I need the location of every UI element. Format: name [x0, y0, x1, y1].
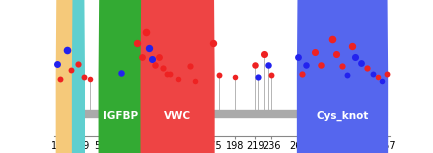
- Point: [163, 72, 170, 75]
- Point: [80, 76, 87, 78]
- Point: [268, 74, 275, 77]
- Point: [232, 76, 239, 78]
- Point: [159, 67, 166, 69]
- Point: [343, 74, 350, 77]
- Point: [87, 78, 94, 80]
- Point: [378, 80, 385, 82]
- Point: [152, 63, 158, 66]
- Point: [134, 42, 141, 44]
- FancyBboxPatch shape: [55, 0, 74, 153]
- Point: [139, 56, 145, 59]
- Point: [369, 72, 376, 75]
- Point: [210, 42, 217, 44]
- Point: [74, 62, 81, 65]
- Point: [260, 52, 267, 55]
- Point: [155, 56, 162, 59]
- Point: [68, 69, 75, 71]
- Point: [216, 74, 223, 77]
- Text: Cys_knot: Cys_knot: [317, 111, 368, 121]
- Point: [358, 62, 365, 64]
- Point: [64, 49, 71, 51]
- Point: [333, 52, 340, 55]
- Point: [264, 63, 271, 66]
- FancyBboxPatch shape: [72, 0, 85, 153]
- Point: [339, 65, 346, 68]
- Point: [255, 76, 262, 78]
- Point: [149, 58, 156, 60]
- Point: [167, 72, 174, 75]
- Point: [375, 76, 382, 78]
- Point: [312, 51, 319, 53]
- FancyBboxPatch shape: [140, 0, 215, 153]
- Point: [363, 67, 370, 69]
- Point: [302, 63, 309, 66]
- Point: [352, 56, 359, 59]
- Point: [56, 78, 63, 80]
- Point: [348, 45, 355, 48]
- Point: [295, 56, 302, 59]
- Point: [317, 63, 324, 66]
- FancyBboxPatch shape: [98, 0, 143, 153]
- Point: [298, 72, 305, 75]
- Point: [142, 31, 149, 33]
- Point: [146, 47, 153, 49]
- Point: [174, 78, 181, 80]
- Point: [383, 72, 390, 75]
- Point: [328, 38, 335, 40]
- Point: [117, 71, 124, 74]
- Point: [54, 62, 61, 65]
- FancyBboxPatch shape: [297, 0, 388, 153]
- Point: [252, 63, 259, 66]
- Point: [187, 65, 194, 68]
- Text: VWC: VWC: [164, 111, 191, 121]
- Point: [192, 80, 199, 82]
- Text: IGFBP: IGFBP: [103, 111, 139, 121]
